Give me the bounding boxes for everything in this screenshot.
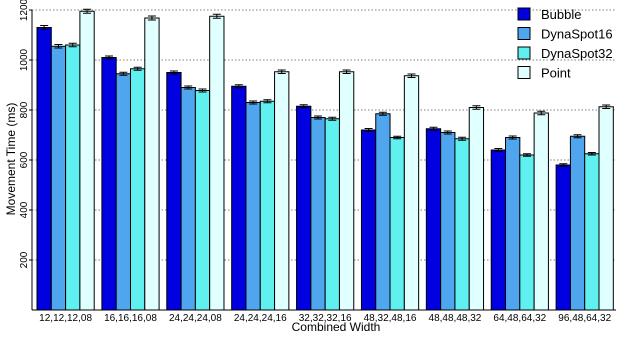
bar-dynaspot32-1	[129, 68, 146, 311]
legend-swatch-bubble	[517, 7, 531, 21]
bar-bubble-3	[231, 85, 247, 311]
bar-dynaspot32-3	[259, 100, 276, 311]
bar-dynaspot16-4	[310, 117, 326, 311]
bar-point-1	[144, 17, 160, 311]
bar-point-2	[209, 15, 225, 311]
bar-dynaspot32-8	[584, 153, 600, 311]
legend-label-point: Point	[541, 66, 571, 81]
x-tick-label: 48,32,48,16	[364, 313, 417, 324]
bars	[36, 8, 614, 311]
x-tick-label: 24,24,24,08	[169, 313, 222, 324]
x-tick-label: 64,48,64,32	[493, 313, 546, 324]
bar-dynaspot16-8	[569, 135, 586, 311]
x-tick-label: 16,16,16,08	[104, 313, 157, 324]
bar-dynaspot32-4	[324, 118, 340, 311]
y-tick-label: 600	[19, 151, 30, 168]
axes	[29, 9, 616, 311]
y-axis-title: Movement Time (ms)	[4, 103, 18, 216]
bar-point-0	[79, 10, 95, 311]
bar-point-7	[533, 112, 549, 311]
legend-label-dynaspot16: DynaSpot16	[541, 27, 613, 42]
bar-bubble-4	[296, 105, 312, 311]
bar-bubble-6	[425, 128, 442, 311]
bar-bubble-2	[166, 72, 182, 311]
x-axis-title: Combined Width	[292, 320, 381, 334]
legend-swatch-point	[517, 66, 531, 79]
bar-bubble-1	[101, 57, 117, 311]
x-tick-label: 32,32,32,16	[299, 313, 352, 324]
y-tick-label: 200	[19, 251, 30, 268]
bar-point-3	[274, 71, 290, 311]
x-tick-label: 12,12,12,08	[39, 313, 92, 324]
bar-point-5	[403, 75, 420, 311]
bar-dynaspot16-7	[505, 137, 521, 311]
tick-labels: 200 400 600 800 1000 1200 12,12,12,08 16,16,16,…	[19, 0, 612, 324]
bar-point-4	[338, 71, 355, 311]
bar-dynaspot16-1	[115, 73, 131, 311]
y-tick-label: 1200	[19, 0, 30, 21]
bar-dynaspot16-2	[180, 87, 196, 311]
bar-bubble-5	[360, 129, 377, 311]
bar-bubble-0	[36, 27, 52, 311]
x-tick-label: 24,24,24,16	[234, 313, 287, 324]
bar-dynaspot32-2	[194, 90, 211, 311]
bar-dynaspot32-0	[65, 44, 81, 311]
bar-bubble-8	[555, 164, 571, 311]
y-tick-label: 1000	[19, 48, 30, 71]
bar-point-6	[468, 107, 485, 311]
bar-dynaspot16-3	[245, 102, 261, 311]
bar-bubble-7	[490, 149, 507, 311]
legend-label-dynaspot32: DynaSpot32	[541, 46, 613, 61]
legend-label-bubble: Bubble	[541, 7, 581, 22]
bar-dynaspot16-5	[375, 113, 391, 311]
bar-dynaspot32-6	[454, 138, 470, 311]
legend-swatch-dynaspot16	[517, 27, 531, 40]
x-tick-label: 48,48,48,32	[429, 313, 482, 324]
bar-dynaspot32-5	[389, 137, 405, 311]
legend: Bubble DynaSpot16 DynaSpot32 Point	[517, 7, 613, 81]
bar-dynaspot16-0	[50, 45, 67, 311]
bar-point-8	[598, 106, 614, 311]
y-tick-label: 400	[19, 201, 30, 218]
y-tick-label: 800	[19, 101, 30, 118]
x-tick-label: 96,48,64,32	[558, 313, 611, 324]
bar-dynaspot16-6	[440, 132, 456, 311]
bar-dynaspot32-7	[519, 154, 535, 311]
legend-swatch-dynaspot32	[517, 46, 531, 60]
